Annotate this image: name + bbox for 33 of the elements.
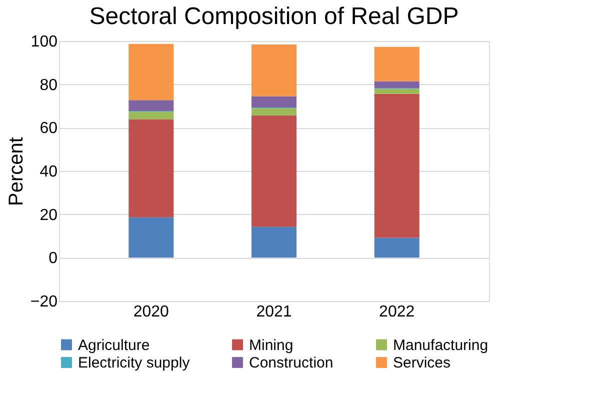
- bar: [374, 88, 420, 94]
- bar: [374, 94, 420, 238]
- bar: [374, 46, 420, 82]
- bar: [374, 238, 420, 258]
- legend-label: Construction: [249, 354, 334, 372]
- bar: [252, 108, 296, 116]
- legend-label: Mining: [249, 336, 294, 354]
- y-tick-label: 20: [40, 206, 58, 224]
- legend-label: Agriculture: [78, 336, 150, 354]
- bar: [128, 112, 174, 120]
- legend-label: Electricity supply: [78, 354, 190, 372]
- x-tick-label: 2021: [256, 304, 292, 320]
- y-tick-label: 60: [40, 120, 58, 138]
- chart-title: Sectoral Composition of Real GDP: [89, 3, 459, 30]
- x-tick-label: 2022: [379, 304, 415, 320]
- bar: [374, 81, 420, 88]
- bar: [128, 44, 174, 100]
- y-tick-label: 80: [40, 76, 58, 94]
- y-tick-label: 40: [40, 164, 58, 180]
- bar: [128, 100, 174, 111]
- bar: [252, 96, 296, 108]
- bar: [128, 119, 174, 218]
- bar: [252, 115, 296, 227]
- y-axis-title: Percent: [5, 136, 28, 206]
- bar: [252, 226, 296, 258]
- y-tick-label: 100: [30, 34, 58, 50]
- y-tick-label: 0: [48, 250, 58, 268]
- x-tick-label: 2020: [133, 304, 170, 320]
- legend-label: Manufacturing: [393, 336, 488, 354]
- bar: [252, 44, 296, 96]
- legend-label: Services: [393, 354, 451, 372]
- y-tick-label: −20: [30, 294, 58, 310]
- bar: [128, 217, 174, 258]
